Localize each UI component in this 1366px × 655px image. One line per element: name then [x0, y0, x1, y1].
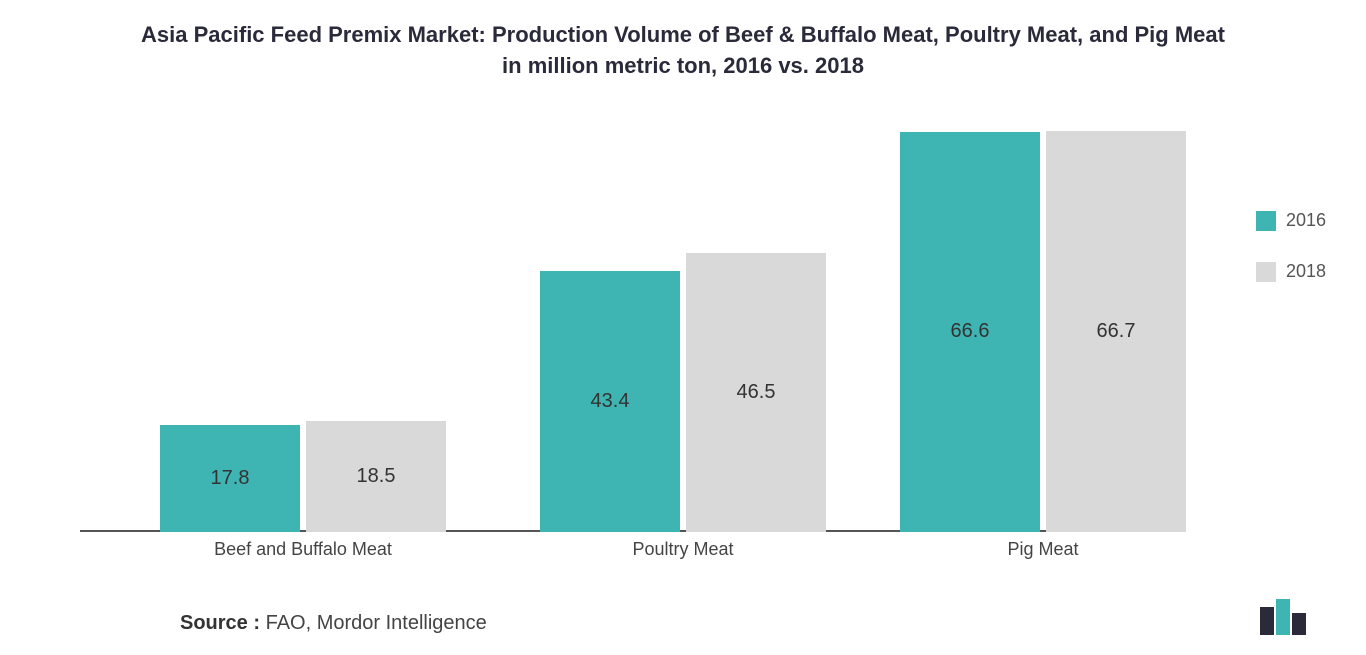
chart-title: Asia Pacific Feed Premix Market: Product… — [40, 20, 1326, 82]
source-label: Source : — [180, 612, 260, 634]
bar-value-label: 66.6 — [951, 320, 990, 343]
bar: 17.8 — [160, 425, 300, 532]
category-label: Poultry Meat — [540, 539, 826, 560]
chart-plot-area: 17.8 18.5 Beef and Buffalo Meat 43.4 46.5 Pou… — [80, 112, 1180, 562]
bar-group: 17.818.5Beef and Buffalo Meat — [160, 421, 446, 532]
legend-item: 2018 — [1256, 261, 1326, 282]
bar: 43.4 — [540, 271, 680, 531]
legend-swatch-icon — [1256, 262, 1276, 282]
category-label: Pig Meat — [900, 539, 1186, 560]
bar-value-label: 43.4 — [591, 390, 630, 413]
source-text: FAO, Mordor Intelligence — [260, 612, 487, 634]
legend-item: 2016 — [1256, 210, 1326, 231]
bar: 46.5 — [686, 253, 826, 532]
bar: 66.7 — [1046, 131, 1186, 531]
source-attribution: Source : FAO, Mordor Intelligence — [180, 612, 487, 635]
logo-bar-icon — [1292, 613, 1306, 635]
bar: 18.5 — [306, 421, 446, 532]
bar-value-label: 17.8 — [211, 467, 250, 490]
legend-label: 2016 — [1286, 210, 1326, 231]
logo-bar-icon — [1276, 599, 1290, 635]
chart-legend: 2016 2018 — [1256, 210, 1326, 312]
bar-value-label: 18.5 — [357, 465, 396, 488]
legend-swatch-icon — [1256, 211, 1276, 231]
bar-value-label: 46.5 — [737, 381, 776, 404]
bar-group: 43.446.5Poultry Meat — [540, 253, 826, 532]
bar-group: 66.666.7Pig Meat — [900, 131, 1186, 531]
bar-value-label: 66.7 — [1097, 320, 1136, 343]
logo-bar-icon — [1260, 607, 1274, 635]
category-label: Beef and Buffalo Meat — [160, 539, 446, 560]
brand-logo-icon — [1260, 599, 1306, 635]
legend-label: 2018 — [1286, 261, 1326, 282]
bar: 66.6 — [900, 132, 1040, 532]
